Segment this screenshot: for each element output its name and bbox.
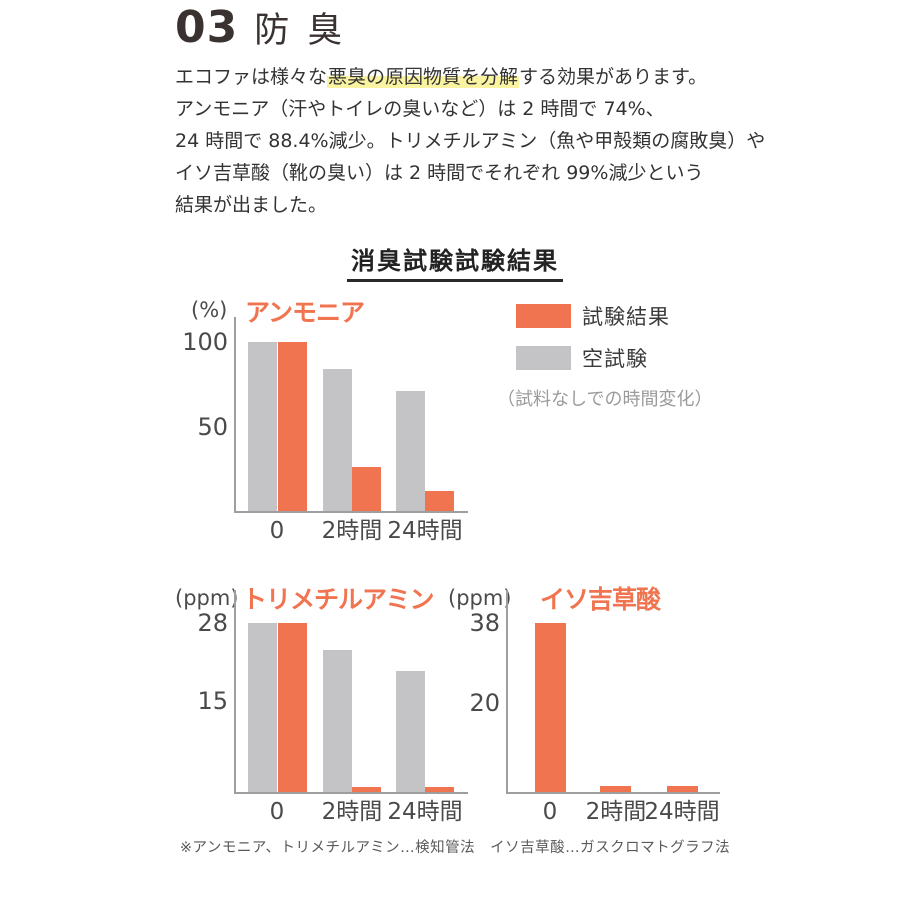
chart-ammonia: (%) アンモニア 100 50 0 2時間 24時間 (175, 290, 605, 555)
legend-result-label: 試験結果 (582, 305, 670, 329)
legend-blank-label: 空試験 (582, 347, 648, 371)
x-category-label: 2時間 (321, 799, 383, 825)
result-color-swatch (516, 304, 571, 328)
bar-result (600, 786, 631, 792)
y-axis-unit: (ppm) (448, 586, 512, 610)
x-category-label: 24時間 (644, 799, 720, 825)
legend-row-result: 試験結果 (516, 301, 747, 331)
intro-line-2: アンモニア（汗やトイレの臭いなど）は 2 時間で 74%、 (175, 98, 665, 120)
x-axis (234, 792, 468, 794)
x-category-label: 2時間 (321, 518, 383, 544)
y-axis-unit: (%) (191, 298, 228, 322)
bar-blank (323, 369, 352, 511)
y-tick-label: 15 (197, 687, 228, 716)
intro-paragraph: エコファは様々な悪臭の原因物質を分解する効果があります。 アンモニア（汗やトイレ… (175, 61, 766, 221)
highlighted-text: 悪臭の原因物質を分解 (327, 66, 520, 88)
y-tick-label: 50 (197, 412, 228, 441)
x-category-label: 0 (542, 799, 558, 825)
chart-isovaleric-acid: (ppm) イソ吉草酸 38 20 0 2時間 24時間 (440, 585, 740, 840)
section-number: 03 (175, 2, 239, 53)
legend-note: （試料なしでの時間変化） (497, 389, 713, 410)
blank-color-swatch (516, 346, 571, 370)
footnote: ※アンモニア、トリメチルアミン…検知管法 イソ吉草酸…ガスクロマトグラフ法 (179, 840, 731, 856)
section-header: 03 防臭 (175, 2, 360, 53)
intro-line-4: イソ吉草酸（靴の臭い）は 2 時間でそれぞれ 99%減少という (175, 162, 704, 184)
x-category-label: 24時間 (387, 518, 463, 544)
x-axis (234, 511, 468, 513)
x-category-label: 0 (269, 799, 285, 825)
x-category-label: 2時間 (585, 799, 647, 825)
x-category-label: 24時間 (387, 799, 463, 825)
y-tick-label: 28 (197, 609, 228, 637)
bar-result (352, 787, 381, 792)
chart-title: アンモニア (245, 298, 365, 327)
chart-section-title-wrap: 消臭試験試験結果 (175, 241, 735, 282)
bar-result (352, 467, 381, 511)
x-axis (506, 792, 720, 794)
chart-legend: 試験結果 空試験 （試料なしでの時間変化） (497, 301, 747, 411)
chart-title: イソ吉草酸 (540, 585, 661, 614)
bar-result (425, 787, 454, 792)
bar-result (535, 623, 566, 792)
y-axis (234, 317, 236, 513)
y-tick-label: 38 (469, 609, 500, 637)
bar-blank (396, 391, 425, 511)
bar-blank (323, 650, 352, 792)
legend-row-blank: 空試験 (516, 343, 747, 373)
bar-result (425, 491, 454, 511)
intro-line-1: エコファは様々な悪臭の原因物質を分解する効果があります。 (175, 66, 708, 88)
y-axis (234, 590, 236, 794)
bar-result (667, 786, 698, 792)
y-axis (506, 590, 508, 794)
bar-result (278, 623, 307, 792)
chart-title: トリメチルアミン (242, 585, 435, 614)
bar-blank (248, 623, 277, 792)
chart-section-title: 消臭試験試験結果 (347, 241, 563, 282)
bar-result (278, 342, 307, 511)
bar-blank (396, 671, 425, 792)
intro-line-3: 24 時間で 88.4%減少。トリメチルアミン（魚や甲殻類の腐敗臭）や (175, 130, 766, 152)
page-title: 防臭 (254, 11, 361, 51)
x-category-label: 0 (269, 518, 285, 544)
y-tick-label: 20 (469, 689, 500, 718)
y-axis-unit: (ppm) (175, 586, 239, 610)
intro-line-5: 結果が出ました。 (175, 194, 328, 216)
y-tick-label: 100 (182, 328, 228, 356)
bar-blank (248, 342, 277, 511)
chart-trimethylamine: (ppm) トリメチルアミン 28 15 0 2時間 24時間 (175, 585, 490, 840)
